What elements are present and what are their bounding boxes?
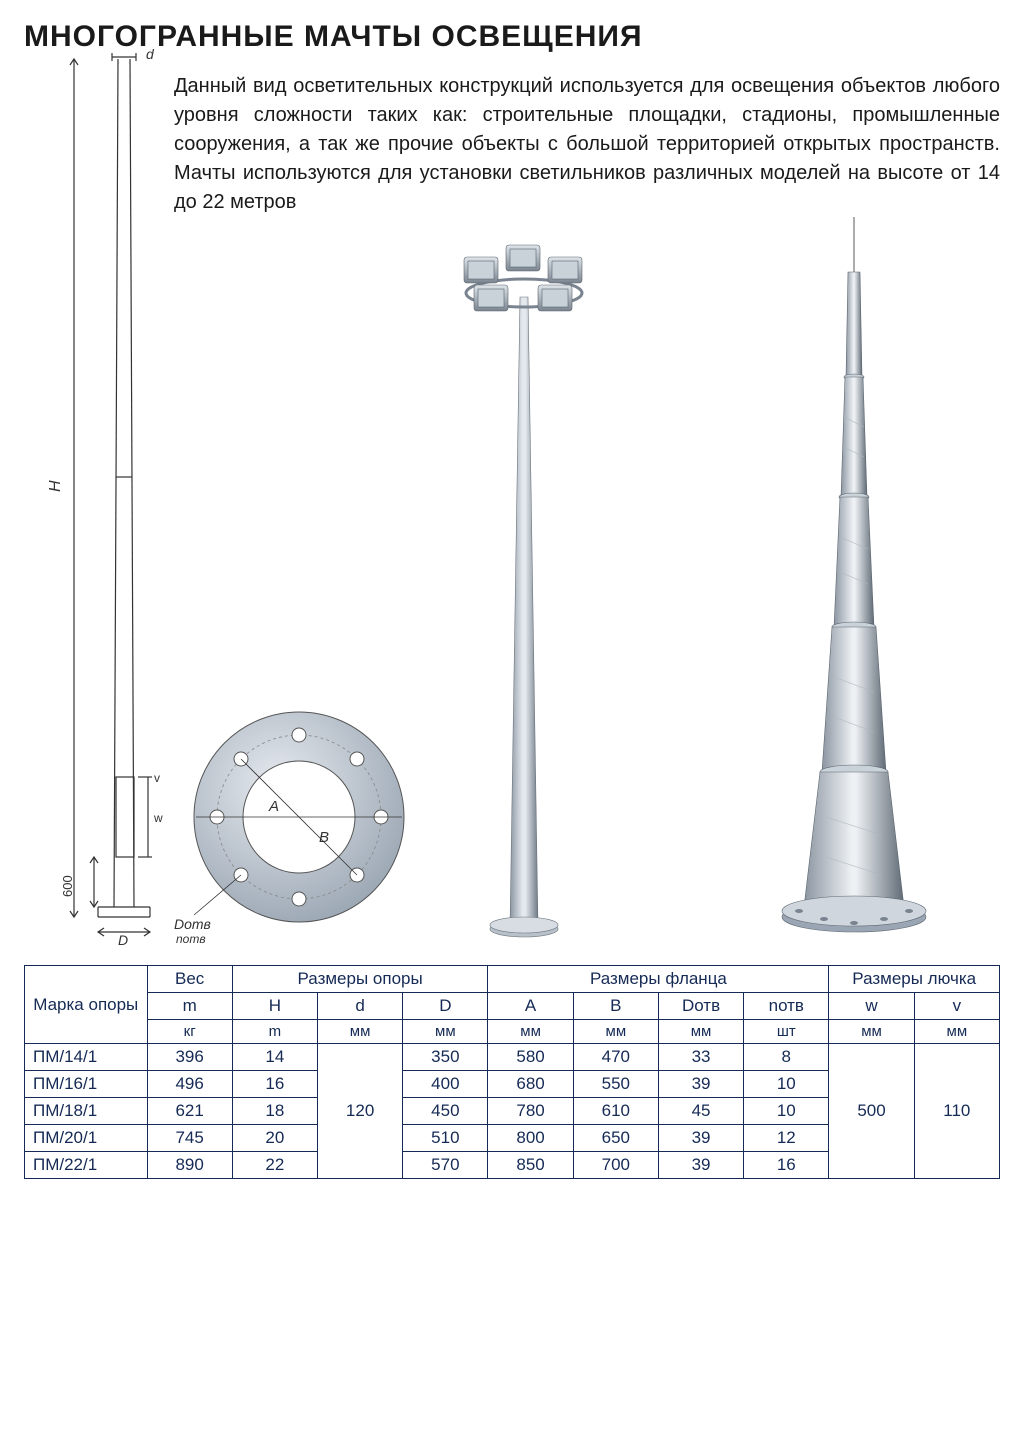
u-sht: шт <box>744 1020 829 1044</box>
table-cell: 650 <box>573 1125 658 1152</box>
u-kg: кг <box>147 1020 232 1044</box>
label-w: w <box>153 811 163 825</box>
diagram-flange: A B Dотв nотв <box>174 697 424 947</box>
diagram-pole-side: d H <box>34 37 194 947</box>
u-m: m <box>232 1020 317 1044</box>
table-cell: 450 <box>403 1098 488 1125</box>
table-cell: 496 <box>147 1071 232 1098</box>
table-cell: 20 <box>232 1125 317 1152</box>
label-d: d <box>146 46 155 62</box>
table-cell: 12 <box>744 1125 829 1152</box>
label-H: H <box>47 480 64 492</box>
u-mm5: мм <box>658 1020 743 1044</box>
render-mast-lights <box>414 227 634 947</box>
table-cell: 22 <box>232 1152 317 1179</box>
table-cell: 510 <box>403 1125 488 1152</box>
table-row: ПМ/14/139614120350580470338500110 <box>25 1044 1000 1071</box>
th-notv: nотв <box>744 993 829 1020</box>
table-cell: ПМ/16/1 <box>25 1071 148 1098</box>
table-cell: 610 <box>573 1098 658 1125</box>
label-B: B <box>319 829 329 846</box>
table-cell: 110 <box>914 1044 999 1179</box>
table-cell: 10 <box>744 1098 829 1125</box>
u-mm4: мм <box>573 1020 658 1044</box>
table-cell: 800 <box>488 1125 573 1152</box>
table-cell: ПМ/18/1 <box>25 1098 148 1125</box>
table-cell: 39 <box>658 1071 743 1098</box>
table-cell: ПМ/20/1 <box>25 1125 148 1152</box>
table-cell: 39 <box>658 1125 743 1152</box>
table-cell: 550 <box>573 1071 658 1098</box>
render-mast-sections <box>744 217 964 947</box>
table-cell: ПМ/22/1 <box>25 1152 148 1179</box>
table-cell: 8 <box>744 1044 829 1071</box>
label-Dotv: Dотв <box>174 916 211 932</box>
table-cell: 780 <box>488 1098 573 1125</box>
table-cell: 621 <box>147 1098 232 1125</box>
u-mm7: мм <box>914 1020 999 1044</box>
label-notv: nотв <box>176 932 206 946</box>
th-razmery-opory: Размеры опоры <box>232 966 488 993</box>
th-Dcap: D <box>403 993 488 1020</box>
table-cell: 400 <box>403 1071 488 1098</box>
table-cell: 580 <box>488 1044 573 1071</box>
th-d: d <box>318 993 403 1020</box>
table-cell: 16 <box>232 1071 317 1098</box>
table-cell: 14 <box>232 1044 317 1071</box>
th-razmery-lyuchka: Размеры лючка <box>829 966 1000 993</box>
th-Dotv: Dотв <box>658 993 743 1020</box>
th-ves: Вес <box>147 966 232 993</box>
table-cell: 16 <box>744 1152 829 1179</box>
table-cell: 850 <box>488 1152 573 1179</box>
table-cell: 500 <box>829 1044 914 1179</box>
table-cell: 18 <box>232 1098 317 1125</box>
th-w: w <box>829 993 914 1020</box>
table-cell: 680 <box>488 1071 573 1098</box>
th-H: H <box>232 993 317 1020</box>
label-600: 600 <box>60 875 75 897</box>
table-cell: 39 <box>658 1152 743 1179</box>
figure-area: d H <box>24 37 1000 957</box>
table-cell: 570 <box>403 1152 488 1179</box>
table-cell: ПМ/14/1 <box>25 1044 148 1071</box>
u-mm3: мм <box>488 1020 573 1044</box>
th-razmery-flanca: Размеры фланца <box>488 966 829 993</box>
th-A: A <box>488 993 573 1020</box>
u-mm2: мм <box>403 1020 488 1044</box>
table-cell: 745 <box>147 1125 232 1152</box>
th-m: m <box>147 993 232 1020</box>
table-cell: 470 <box>573 1044 658 1071</box>
u-mm6: мм <box>829 1020 914 1044</box>
table-cell: 10 <box>744 1071 829 1098</box>
table-cell: 396 <box>147 1044 232 1071</box>
table-cell: 890 <box>147 1152 232 1179</box>
table-cell: 350 <box>403 1044 488 1071</box>
table-cell: 45 <box>658 1098 743 1125</box>
u-mm1: мм <box>318 1020 403 1044</box>
th-marka: Марка опоры <box>25 966 148 1044</box>
label-A: A <box>268 798 279 815</box>
spec-table: Марка опоры Вес Размеры опоры Размеры фл… <box>24 965 1000 1179</box>
label-D: D <box>118 932 128 947</box>
th-v: v <box>914 993 999 1020</box>
th-B: B <box>573 993 658 1020</box>
table-cell: 700 <box>573 1152 658 1179</box>
table-cell: 120 <box>318 1044 403 1179</box>
table-cell: 33 <box>658 1044 743 1071</box>
label-v: v <box>154 771 160 785</box>
